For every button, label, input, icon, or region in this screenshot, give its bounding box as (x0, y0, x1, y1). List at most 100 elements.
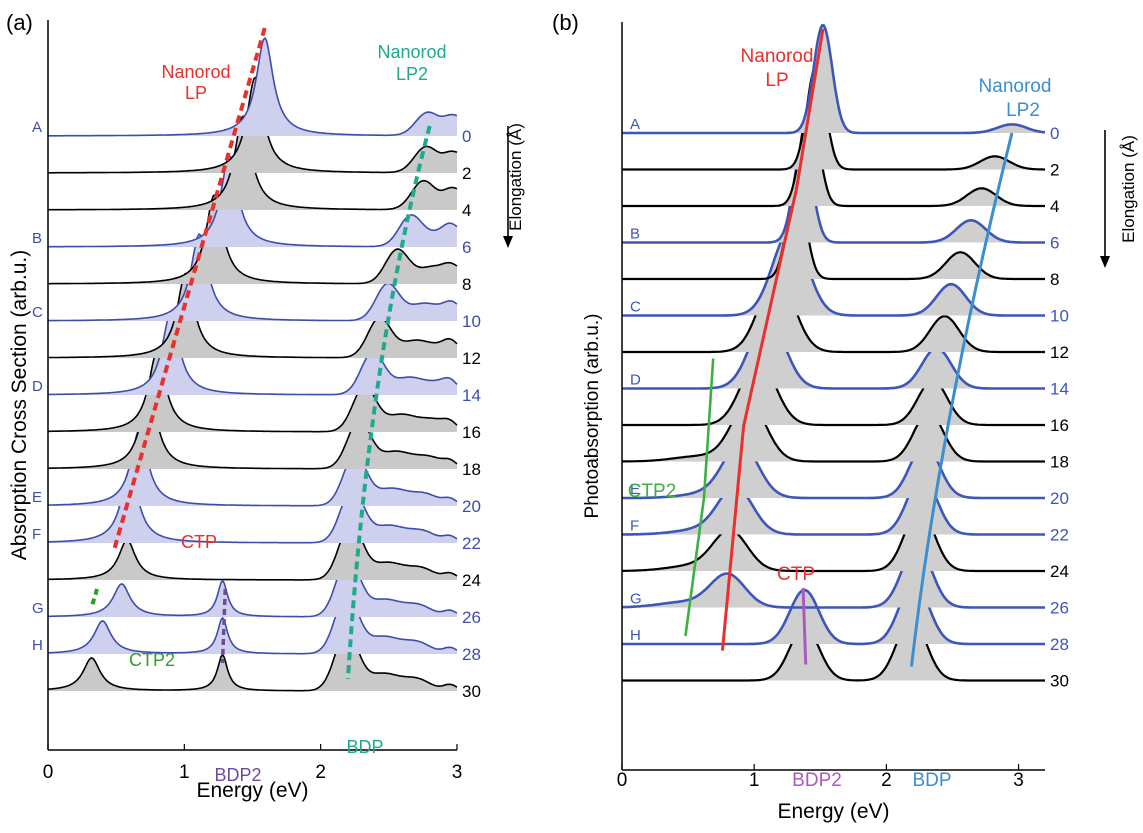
spectrum-letter-label: F (630, 518, 639, 535)
elongation-tick-label: 8 (1050, 270, 1059, 289)
bdp2-trend-line (801, 587, 808, 665)
elongation-tick-label: 0 (462, 127, 471, 146)
lp2-trend-line (345, 125, 432, 680)
elongation-tick-label: 24 (462, 571, 481, 590)
spectrum-fill-12 (622, 274, 1045, 352)
spectrum-line-28 (622, 580, 1045, 646)
spectrum-line-30 (622, 616, 1045, 682)
elongation-tick-label: 6 (462, 238, 471, 257)
elongation-tick-label: 28 (1050, 635, 1069, 654)
spectrum-fill-22 (48, 469, 457, 543)
x-tick-label: 1 (179, 762, 190, 783)
spectrum-line-6 (622, 142, 1045, 244)
elongation-arrow-head (1100, 256, 1110, 268)
spectrum-line-14 (622, 316, 1045, 390)
spectrum-letter-label: B (32, 230, 42, 247)
ctp2-trend-line (684, 358, 715, 637)
spectrum-fill-16 (622, 360, 1045, 425)
elongation-tick-label: 28 (462, 645, 481, 664)
spectrum-line-30 (47, 630, 458, 692)
panel-label: (a) (6, 10, 33, 35)
annotation-label: BDP (912, 770, 951, 791)
spectrum-line-22 (621, 474, 1045, 536)
elongation-tick-label: 4 (1050, 197, 1059, 216)
annotation-label: Nanorod (741, 46, 814, 67)
elongation-tick-label: 16 (1050, 416, 1069, 435)
elongation-tick-label: 6 (1050, 234, 1059, 253)
x-tick-label: 2 (881, 770, 892, 791)
elongation-tick-label: 18 (1050, 453, 1069, 472)
x-axis-title: Energy (eV) (777, 800, 889, 823)
y-axis-title: Absorption Cross Section (arb.u.) (8, 250, 31, 560)
annotation-label: LP (185, 83, 207, 103)
x-tick-label: 3 (452, 762, 463, 783)
annotation-label: BDP (346, 737, 383, 757)
annotation-label: CTP (777, 564, 815, 585)
elongation-tick-label: 12 (462, 349, 481, 368)
elongation-tick-label: 26 (1050, 599, 1069, 618)
spectrum-fill-8 (48, 194, 457, 284)
spectrum-letter-label: C (32, 304, 43, 321)
spectrum-letter-label: E (630, 481, 640, 498)
spectrum-line-12 (48, 272, 458, 359)
spectrum-letter-label: H (630, 627, 641, 644)
x-tick-label: 1 (749, 770, 760, 791)
spectrum-line-18 (622, 400, 1045, 463)
spectrum-line-6 (48, 154, 458, 248)
spectrum-letter-label: A (630, 116, 640, 133)
spectrum-line-26 (621, 543, 1045, 609)
annotation-label: LP2 (396, 64, 428, 84)
spectrum-line-20 (47, 428, 458, 507)
annotation-label: CTP2 (129, 650, 175, 670)
spectrum-fill-18 (622, 402, 1045, 462)
annotation-label: BDP2 (214, 765, 261, 785)
y-axis-title: Photoabsorption (arb.u.) (582, 314, 603, 519)
elongation-axis-title: Elongation (Å) (1119, 135, 1138, 243)
lp-trend-line (720, 28, 825, 651)
elongation-tick-label: 8 (462, 275, 471, 294)
spectrum-line-28 (48, 593, 458, 655)
spectrum-line-10 (622, 229, 1045, 317)
elongation-tick-label: 12 (1050, 343, 1069, 362)
elongation-tick-label: 0 (1050, 124, 1059, 143)
spectrum-line-22 (47, 468, 458, 544)
elongation-axis-title: Elongation (Å) (506, 123, 525, 231)
elongation-tick-label: 16 (462, 423, 481, 442)
spectrum-letter-label: F (32, 526, 41, 543)
spectrum-line-16 (48, 350, 458, 433)
ctp2-trend-line (89, 588, 99, 608)
elongation-tick-label: 22 (462, 534, 481, 553)
spectrum-line-2 (622, 63, 1045, 171)
spectrum-line-8 (48, 193, 458, 285)
elongation-tick-label: 2 (462, 164, 471, 183)
spectrum-letter-label: D (630, 372, 641, 389)
spectrum-line-14 (48, 311, 458, 396)
elongation-tick-label: 14 (1050, 380, 1069, 399)
annotation-label: CTP (181, 532, 217, 552)
annotation-label: Nanorod (161, 62, 230, 82)
annotation-label: BDP2 (792, 770, 842, 791)
spectrum-fill-26 (622, 544, 1045, 608)
annotation-label: LP2 (1006, 100, 1040, 121)
elongation-tick-label: 24 (1050, 562, 1069, 581)
elongation-tick-label: 14 (462, 386, 481, 405)
elongation-tick-label: 20 (462, 497, 481, 516)
annotation-label: Nanorod (377, 42, 446, 62)
spectrum-letter-label: A (32, 119, 42, 136)
annotation-label: Nanorod (979, 76, 1052, 97)
elongation-tick-label: 30 (1050, 672, 1069, 691)
panel-label: (b) (552, 10, 579, 35)
spectrum-line-8 (622, 182, 1045, 281)
spectrum-line-12 (622, 273, 1045, 354)
spectrum-fill-20 (48, 430, 457, 506)
x-tick-label: 0 (43, 762, 54, 783)
elongation-tick-label: 10 (462, 312, 481, 331)
spectrum-line-2 (48, 76, 458, 174)
x-axis-title: Energy (eV) (196, 779, 308, 802)
spectrum-fill-0 (48, 38, 457, 136)
spectrum-letter-label: E (32, 489, 42, 506)
spectrum-letter-label: H (32, 637, 43, 654)
x-tick-label: 2 (315, 762, 326, 783)
spectrum-letter-label: G (630, 591, 642, 608)
spectrum-line-24 (48, 522, 458, 581)
